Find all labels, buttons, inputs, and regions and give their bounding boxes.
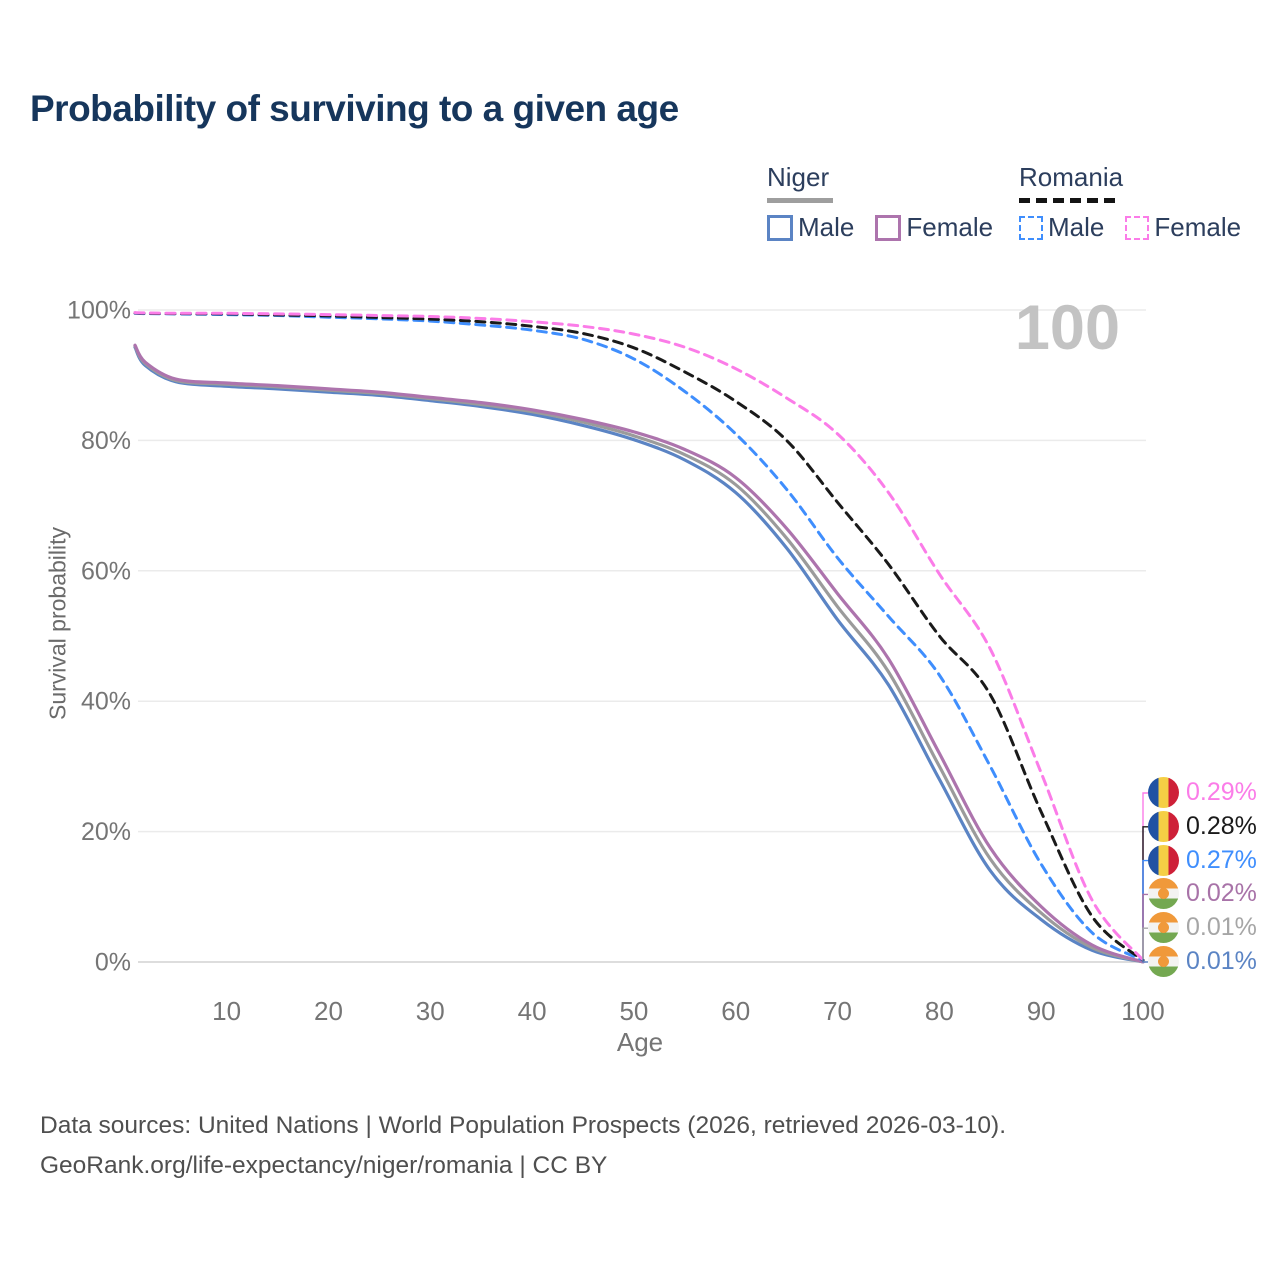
x-tick-label-50: 50 <box>619 996 648 1026</box>
footer-attribution-link: GeoRank.org/life-expectancy/niger/romani… <box>40 1151 608 1179</box>
chart-watermark-age-100: 100 <box>1014 293 1120 363</box>
x-tick-label-30: 30 <box>416 996 445 1026</box>
end-label-row-niger-female: 0.02% <box>1148 878 1257 910</box>
legend-label-niger-female: Female <box>906 212 994 242</box>
y-tick-label-20: 20% <box>81 818 131 846</box>
romania-flag-icon <box>1148 810 1179 842</box>
curve-niger-female <box>133 343 1145 964</box>
niger-flag-dot <box>1158 888 1169 900</box>
x-tick-label-60: 60 <box>721 996 750 1026</box>
end-label-connector-5 <box>1142 959 1148 963</box>
end-label-row-romania-both-sexes: 0.28% <box>1148 810 1257 842</box>
curve-niger-male <box>133 345 1145 964</box>
end-label-row-niger-both-sexes: 0.01% <box>1148 912 1257 944</box>
end-label-value: 0.02% <box>1186 879 1257 908</box>
niger-flag-icon <box>1148 912 1179 944</box>
x-tick-label-20: 20 <box>314 996 343 1026</box>
end-label-value: 0.01% <box>1186 913 1257 942</box>
romania-male-swatch <box>1019 215 1043 240</box>
niger-flag-icon <box>1148 946 1179 977</box>
page-title: Probability of surviving to a given age <box>30 88 679 129</box>
romania-flag-icon <box>1148 777 1179 808</box>
legend-group-romania: Romania Male Female <box>1019 162 1262 243</box>
x-tick-label-100: 100 <box>1121 996 1164 1026</box>
end-label-connector-4 <box>1142 927 1148 959</box>
x-axis-title: Age <box>616 1027 664 1057</box>
x-tick-label-10: 10 <box>212 996 241 1026</box>
legend-romania-title: Romania <box>1019 162 1124 192</box>
legend-group-niger: Niger Male Female <box>767 162 1014 243</box>
niger-female-swatch <box>875 214 902 241</box>
romania-flag-icon <box>1148 844 1179 876</box>
x-tick-label-80: 80 <box>925 996 954 1026</box>
curve-romania-female <box>133 311 1145 962</box>
legend-label-romania-female: Female <box>1154 212 1242 242</box>
niger-male-swatch <box>767 214 793 241</box>
y-axis-title: Survival probability <box>44 526 71 721</box>
end-label-row-romania-female: 0.29% <box>1148 777 1257 808</box>
romania-dashed-line-sample <box>1019 198 1120 203</box>
end-label-value: 0.01% <box>1186 947 1257 975</box>
romania-female-swatch <box>1125 215 1150 240</box>
legend-label-niger-male: Male <box>798 212 855 242</box>
y-tick-label-40: 40% <box>81 688 131 716</box>
footer: Data sources: United Nations | World Pop… <box>40 1106 1006 1185</box>
end-label-value: 0.27% <box>1186 845 1257 874</box>
survival-chart: 0% 20% 40% 60% 80% 100% 10 20 30 40 50 60 70 80 90 100 <box>67 297 1165 1027</box>
y-tick-label-60: 60% <box>81 557 131 585</box>
x-tick-label-70: 70 <box>823 996 852 1026</box>
y-tick-label-80: 80% <box>81 427 131 455</box>
end-label-row-niger-male: 0.01% <box>1148 946 1257 977</box>
legend-label-romania-male: Male <box>1048 212 1105 242</box>
niger-flag-dot <box>1158 956 1169 967</box>
x-tick-label-90: 90 <box>1027 996 1056 1026</box>
end-label-value: 0.28% <box>1186 811 1257 840</box>
x-tick-label-40: 40 <box>518 996 547 1026</box>
y-tick-label-0: 0% <box>95 949 131 977</box>
end-label-row-romania-male: 0.27% <box>1148 844 1257 876</box>
niger-flag-icon <box>1148 878 1179 910</box>
legend-niger-title: Niger <box>767 162 830 192</box>
niger-solid-line-sample <box>767 198 833 203</box>
y-tick-label-100: 100% <box>67 297 131 325</box>
end-label-value: 0.29% <box>1186 778 1257 806</box>
footer-data-sources: Data sources: United Nations | World Pop… <box>40 1112 1007 1139</box>
niger-flag-dot <box>1158 922 1169 934</box>
